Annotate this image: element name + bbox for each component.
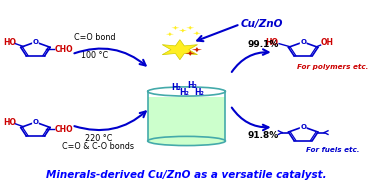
Text: O: O xyxy=(33,39,39,45)
Text: 99.1%: 99.1% xyxy=(248,40,279,49)
Text: O: O xyxy=(300,39,306,45)
Text: Cu/ZnO: Cu/ZnO xyxy=(240,19,283,29)
Polygon shape xyxy=(192,47,202,52)
Text: H₂: H₂ xyxy=(171,83,181,92)
Polygon shape xyxy=(186,26,194,30)
Polygon shape xyxy=(171,26,180,30)
Text: H₂: H₂ xyxy=(187,81,197,90)
Bar xyxy=(148,97,225,141)
Text: O: O xyxy=(33,119,39,125)
Text: 220 °C: 220 °C xyxy=(85,134,112,143)
Ellipse shape xyxy=(148,136,225,146)
Text: For polymers etc.: For polymers etc. xyxy=(297,64,369,70)
Text: 100 °C: 100 °C xyxy=(81,51,108,60)
Text: HO: HO xyxy=(265,38,278,47)
Text: 91.8%: 91.8% xyxy=(248,131,279,140)
Text: H₂: H₂ xyxy=(180,88,189,97)
Text: CHO: CHO xyxy=(54,125,73,134)
Text: Minerals-derived Cu/ZnO as a versatile catalyst.: Minerals-derived Cu/ZnO as a versatile c… xyxy=(46,170,327,180)
Ellipse shape xyxy=(148,87,225,96)
Text: CHO: CHO xyxy=(54,45,73,54)
Text: HO: HO xyxy=(3,118,16,127)
Text: C=O bond: C=O bond xyxy=(74,33,115,42)
Text: HO: HO xyxy=(3,38,16,47)
Polygon shape xyxy=(162,40,198,60)
Text: O: O xyxy=(300,124,306,130)
Polygon shape xyxy=(185,51,195,56)
Text: C=O & C-O bonds: C=O & C-O bonds xyxy=(62,142,135,151)
Text: For fuels etc.: For fuels etc. xyxy=(306,147,359,153)
Polygon shape xyxy=(179,28,187,33)
Text: OH: OH xyxy=(321,38,333,47)
Polygon shape xyxy=(193,31,201,35)
Text: H₂: H₂ xyxy=(195,88,204,97)
Polygon shape xyxy=(166,32,174,36)
